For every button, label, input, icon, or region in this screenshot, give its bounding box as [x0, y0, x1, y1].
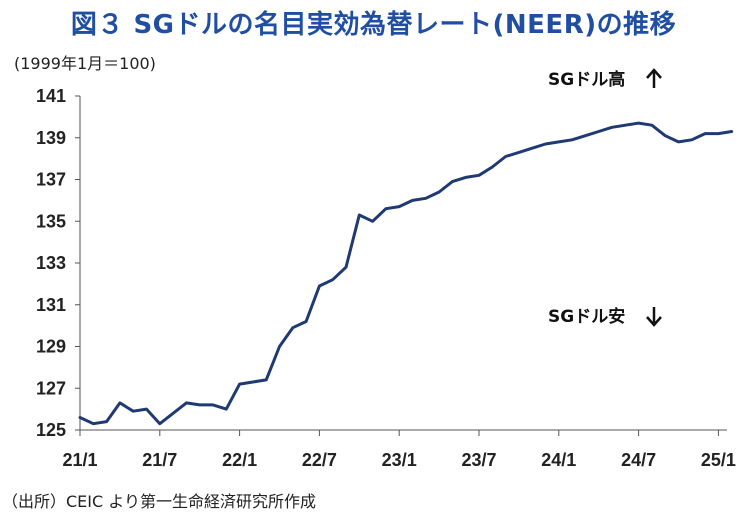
y-tick-label: 129: [36, 337, 66, 357]
x-tick-label: 22/7: [302, 450, 337, 470]
y-tick-label: 133: [36, 253, 66, 273]
x-tick-label: 24/1: [541, 450, 576, 470]
y-tick-label: 125: [36, 420, 66, 440]
x-tick-label: 22/1: [222, 450, 257, 470]
arrow-up-icon: [646, 68, 662, 88]
y-tick-label: 139: [36, 128, 66, 148]
x-tick-label: 23/7: [461, 450, 496, 470]
x-axis: 21/1 21/7 22/1 22/7 23/1 23/7 24/1 24/7 25/1: [62, 429, 736, 470]
y-tick-label: 135: [36, 211, 66, 231]
x-tick-label: 24/7: [621, 450, 656, 470]
chart-title: 図３ SGドルの名目実効為替レート(NEER)の推移: [70, 10, 677, 40]
y-tick-label: 141: [36, 86, 66, 106]
annotation-sgd-up: SGドル高: [548, 68, 662, 90]
annotation-sgd-up-text: SGドル高: [548, 69, 625, 90]
arrow-down-icon: [646, 307, 662, 327]
y-tick-label: 127: [36, 378, 66, 398]
annotation-sgd-down: SGドル安: [548, 306, 662, 327]
y-axis: 125 127 129 131 133 135 137 139 141: [36, 86, 81, 440]
x-tick-label: 21/1: [62, 450, 97, 470]
neer-series-line: [78, 121, 734, 426]
y-tick-label: 131: [36, 295, 66, 315]
source-note: （出所）CEIC より第一生命経済研究所作成: [2, 492, 316, 511]
x-tick-label: 25/1: [701, 450, 736, 470]
annotation-sgd-down-text: SGドル安: [548, 306, 625, 327]
x-tick-label: 21/7: [142, 450, 177, 470]
x-tick-label: 23/1: [382, 450, 417, 470]
unit-label: (1999年1月＝100): [14, 54, 156, 73]
y-tick-label: 137: [36, 170, 66, 190]
